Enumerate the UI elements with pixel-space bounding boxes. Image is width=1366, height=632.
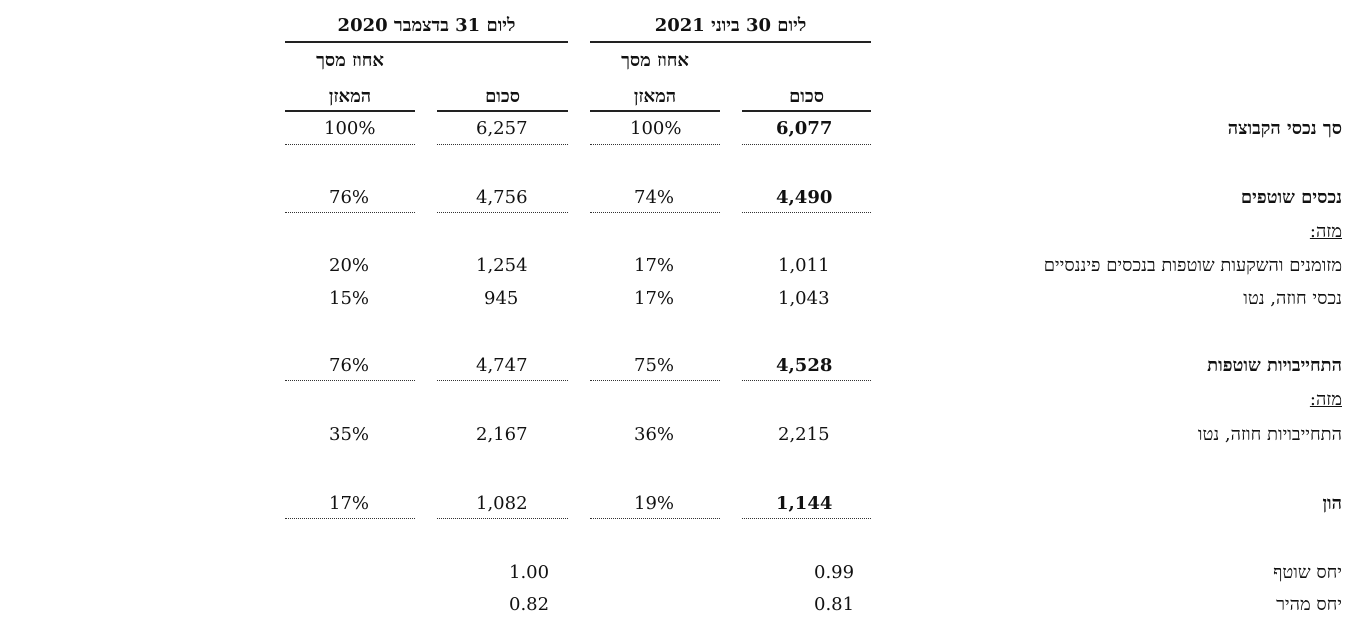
value-2020-current-assets: 4,756 bbox=[476, 187, 528, 208]
value-2020-contract-liabilities: 2,167 bbox=[476, 424, 528, 445]
period-header-2020: ליום 31 בדצמבר 2020 bbox=[337, 15, 516, 36]
percent-header-2020-line2: המאזן bbox=[328, 86, 372, 107]
row-line bbox=[590, 380, 720, 381]
value-2021-current-liabilities: 4,528 bbox=[776, 355, 833, 376]
pct-2021-cash: 17% bbox=[634, 255, 675, 276]
row-line bbox=[437, 144, 568, 145]
pct-2020-cash: 20% bbox=[329, 255, 370, 276]
value-2021-current-ratio: 0.99 bbox=[814, 562, 855, 583]
pct-2021-equity: 19% bbox=[634, 493, 675, 514]
label-total-assets: סך נכסי הקבוצה bbox=[1227, 118, 1342, 139]
value-2021-contract-liabilities: 2,215 bbox=[778, 424, 830, 445]
label-of-which-1: מזה: bbox=[1309, 221, 1342, 242]
row-line bbox=[590, 144, 720, 145]
period-header-2020-underline bbox=[285, 15, 568, 43]
value-2021-quick-ratio: 0.81 bbox=[814, 594, 855, 615]
label-current-liabilities: התחייבויות שוטפות bbox=[1207, 355, 1342, 376]
label-quick-ratio: יחס מהיר bbox=[1276, 594, 1342, 615]
amount-header-2020: סכום bbox=[485, 86, 520, 107]
row-line bbox=[590, 212, 720, 213]
row-line bbox=[742, 380, 871, 381]
label-of-which-2: מזה: bbox=[1309, 389, 1342, 410]
label-current-assets: נכסים שוטפים bbox=[1240, 187, 1342, 208]
pct-2020-equity: 17% bbox=[329, 493, 370, 514]
pct-2021-contract-assets: 17% bbox=[634, 288, 675, 309]
row-line bbox=[437, 380, 568, 381]
row-line bbox=[285, 380, 415, 381]
percent-header-2020-line1: אחוז מסך bbox=[316, 50, 384, 71]
row-line bbox=[285, 212, 415, 213]
pct-2020-contract-liabilities: 35% bbox=[329, 424, 370, 445]
value-2020-current-liabilities: 4,747 bbox=[476, 355, 528, 376]
period-header-2021-underline bbox=[590, 15, 871, 43]
pct-2020-current-liabilities: 76% bbox=[329, 355, 370, 376]
label-cash: מזומנים והשקעות שוטפות בנכסים פיננסיים bbox=[1043, 255, 1342, 276]
subheader-line-2020-pct bbox=[285, 110, 415, 112]
row-line bbox=[742, 144, 871, 145]
label-current-ratio: יחס שוטף bbox=[1273, 562, 1342, 583]
subheader-line-2020-amt bbox=[437, 110, 568, 112]
value-2020-current-ratio: 1.00 bbox=[509, 562, 550, 583]
row-line bbox=[590, 518, 720, 519]
value-2021-equity: 1,144 bbox=[776, 493, 833, 514]
label-contract-liabilities: התחייבויות חוזה, נטו bbox=[1197, 424, 1342, 445]
label-equity: הון bbox=[1322, 493, 1342, 514]
pct-2021-total-assets: 100% bbox=[630, 118, 682, 139]
pct-2021-current-assets: 74% bbox=[634, 187, 675, 208]
row-line bbox=[285, 144, 415, 145]
row-line bbox=[437, 518, 568, 519]
pct-2020-total-assets: 100% bbox=[324, 118, 376, 139]
value-2020-total-assets: 6,257 bbox=[476, 118, 528, 139]
label-contract-assets: נכסי חוזה, נטו bbox=[1243, 288, 1342, 309]
row-line bbox=[285, 518, 415, 519]
row-line bbox=[437, 212, 568, 213]
value-2021-contract-assets: 1,043 bbox=[778, 288, 830, 309]
row-line bbox=[742, 212, 871, 213]
amount-header-2021: סכום bbox=[789, 86, 824, 107]
pct-2021-contract-liabilities: 36% bbox=[634, 424, 675, 445]
row-line bbox=[742, 518, 871, 519]
percent-header-2021-line2: המאזן bbox=[633, 86, 677, 107]
value-2021-current-assets: 4,490 bbox=[776, 187, 833, 208]
percent-header-2021-line1: אחוז מסך bbox=[621, 50, 689, 71]
subheader-line-2021-amt bbox=[742, 110, 871, 112]
pct-2020-current-assets: 76% bbox=[329, 187, 370, 208]
period-header-2021: ליום 30 ביוני 2021 bbox=[654, 15, 807, 36]
pct-2021-current-liabilities: 75% bbox=[634, 355, 675, 376]
subheader-line-2021-pct bbox=[590, 110, 720, 112]
value-2020-cash: 1,254 bbox=[476, 255, 528, 276]
value-2021-total-assets: 6,077 bbox=[776, 118, 833, 139]
value-2021-cash: 1,011 bbox=[778, 255, 830, 276]
value-2020-quick-ratio: 0.82 bbox=[509, 594, 550, 615]
pct-2020-contract-assets: 15% bbox=[329, 288, 370, 309]
value-2020-contract-assets: 945 bbox=[484, 288, 519, 309]
value-2020-equity: 1,082 bbox=[476, 493, 528, 514]
